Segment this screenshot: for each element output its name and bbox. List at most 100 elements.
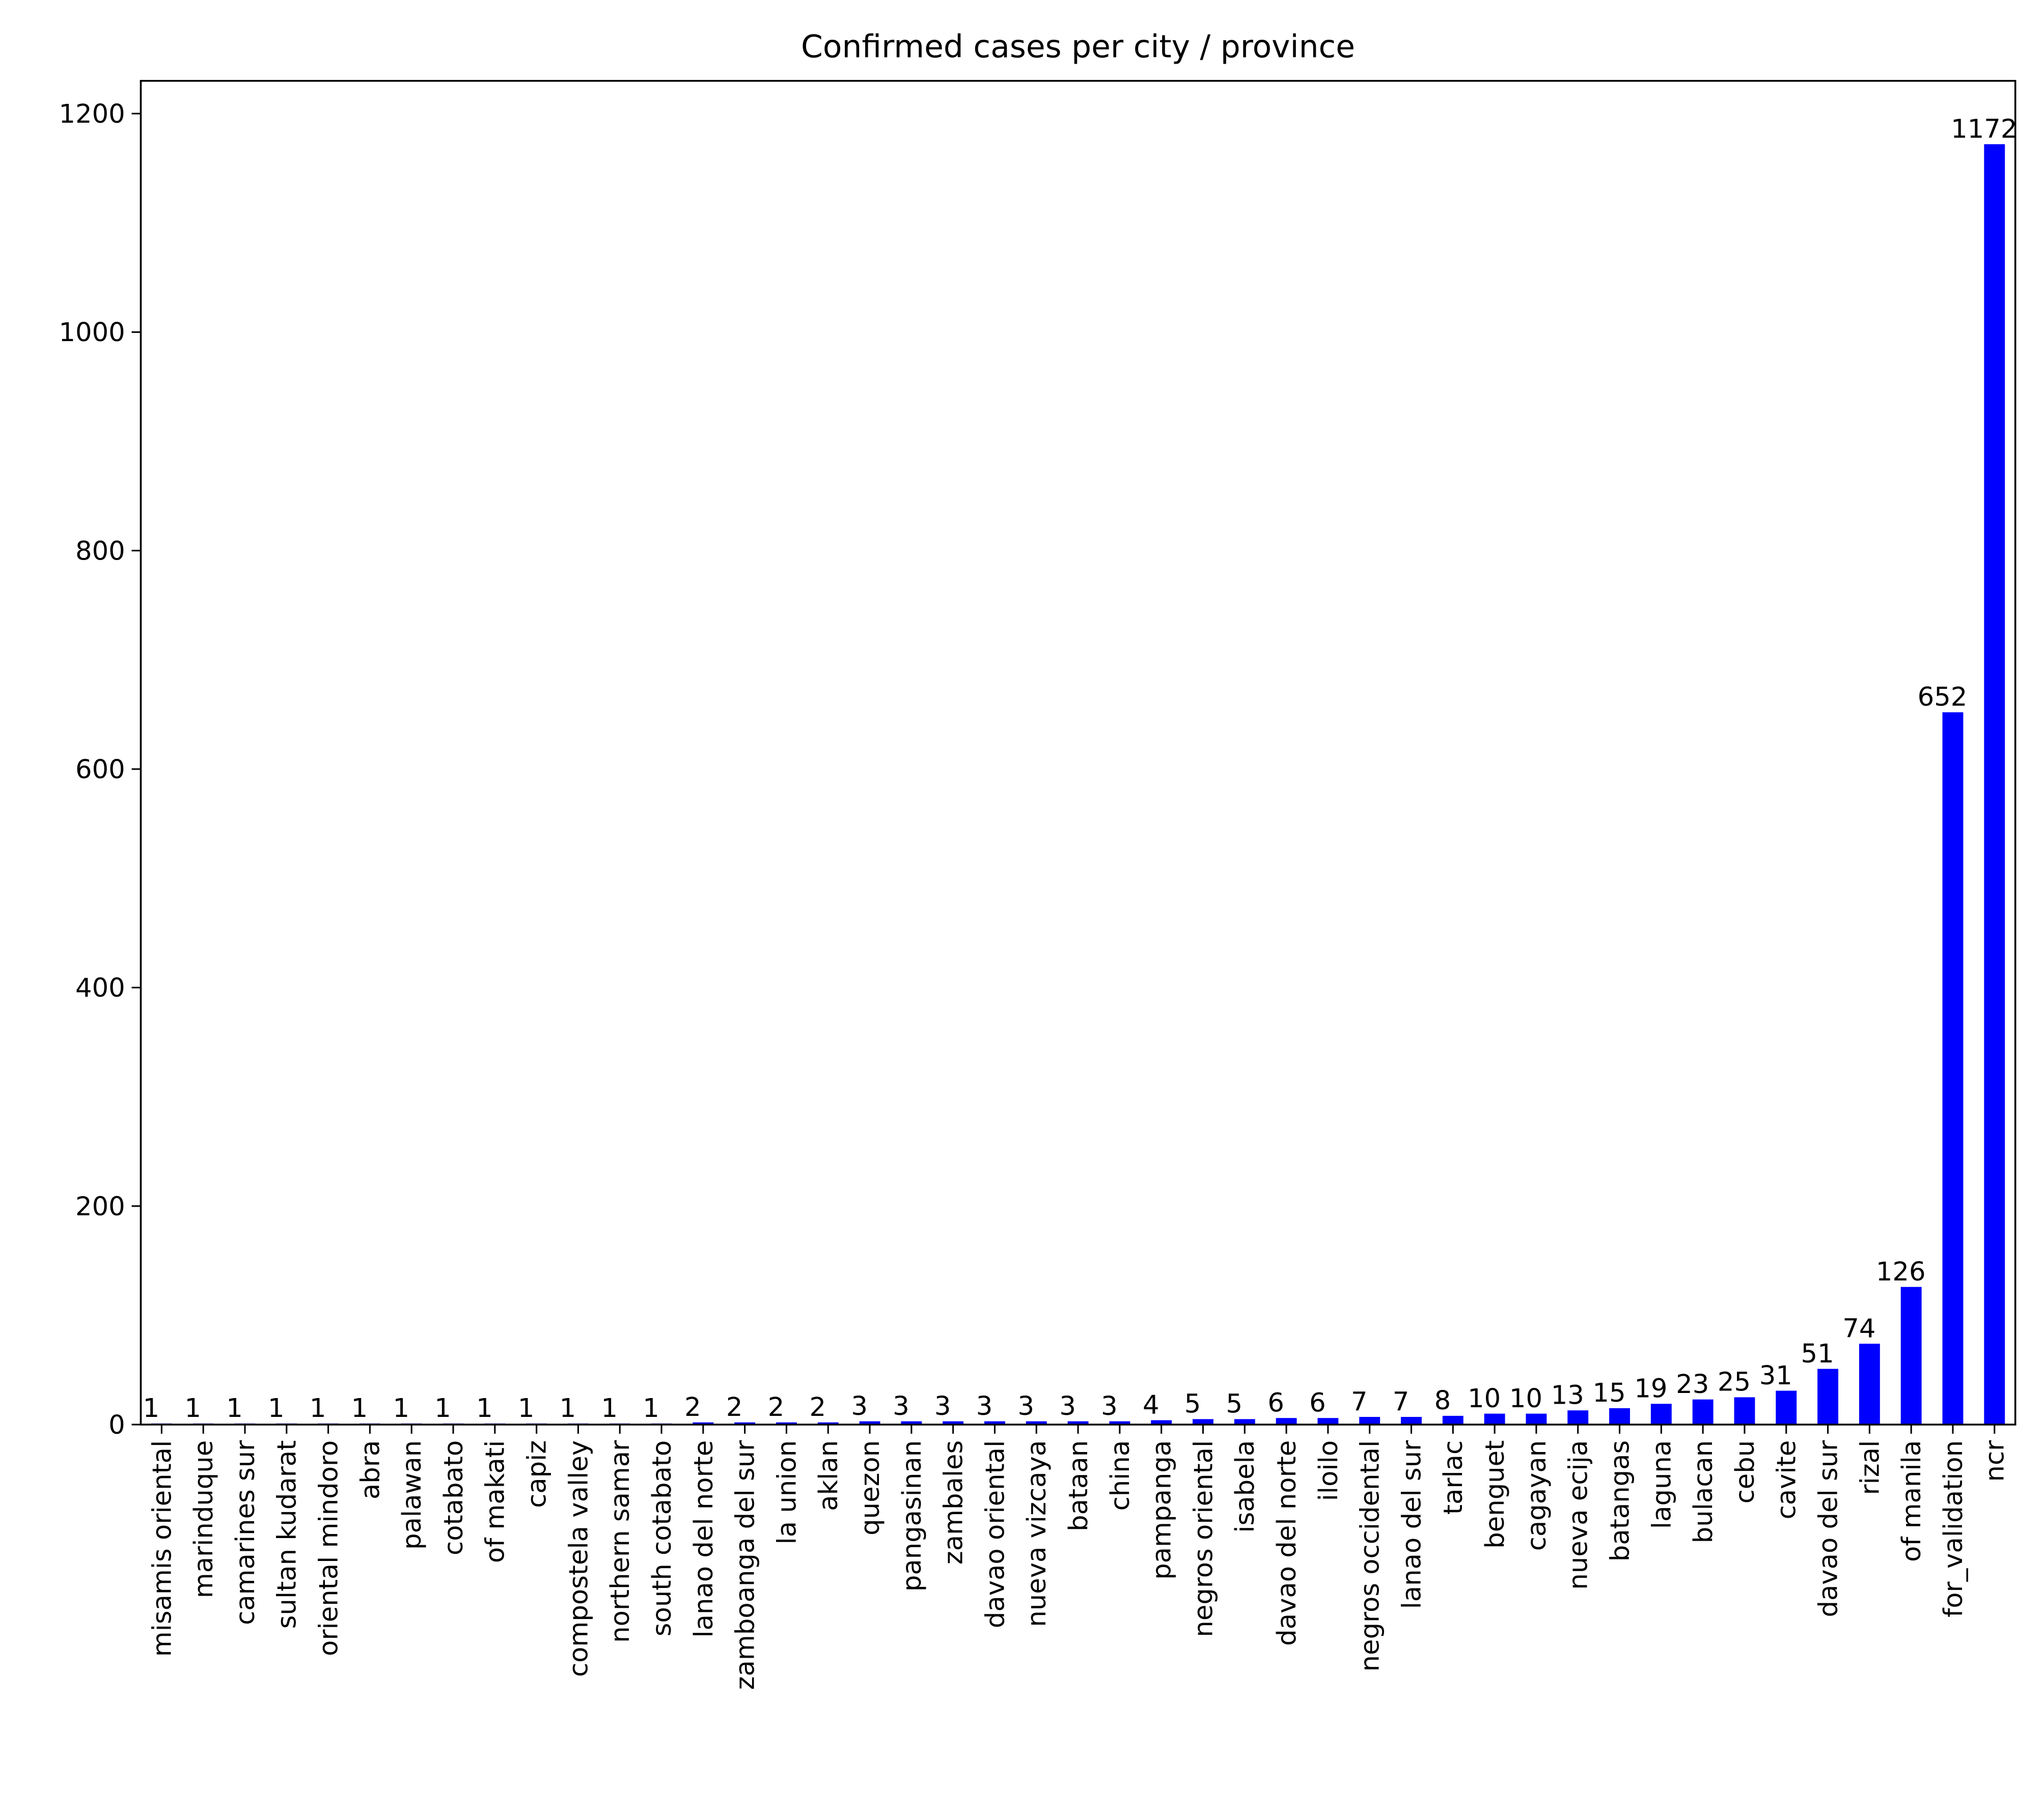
data-label: 3: [934, 1391, 951, 1421]
x-tick-label: batangas: [1605, 1440, 1635, 1561]
data-label: 1172: [1951, 114, 2017, 144]
x-tick-label: quezon: [855, 1440, 886, 1536]
bar: [1359, 1417, 1380, 1425]
x-tick-label: negros occidental: [1355, 1440, 1386, 1672]
x-tick-label: northern samar: [605, 1440, 636, 1643]
data-label: 3: [1018, 1391, 1035, 1421]
x-tick-label: palawan: [397, 1440, 427, 1550]
bar: [1276, 1418, 1297, 1425]
data-label: 2: [810, 1392, 826, 1422]
x-tick-label: cebu: [1730, 1440, 1760, 1504]
data-label: 3: [1101, 1391, 1118, 1421]
bar: [1859, 1344, 1880, 1425]
x-tick-label: lanao del norte: [688, 1440, 719, 1638]
x-tick-label: of manila: [1896, 1440, 1927, 1562]
data-label: 51: [1801, 1338, 1834, 1369]
bar: [693, 1422, 714, 1425]
data-label: 1: [434, 1393, 451, 1424]
y-tick-label: 1200: [59, 99, 125, 129]
bar: [1942, 712, 1964, 1425]
x-tick-label: iloilo: [1313, 1440, 1344, 1501]
data-label: 25: [1718, 1367, 1751, 1398]
bar: [901, 1421, 922, 1425]
data-label: 1: [268, 1393, 285, 1424]
x-tick-label: tarlac: [1438, 1440, 1469, 1515]
x-tick-label: china: [1105, 1440, 1136, 1511]
data-label: 3: [893, 1391, 909, 1421]
x-tick-label: misamis oriental: [147, 1440, 177, 1657]
bar: [1442, 1415, 1463, 1425]
bar: [984, 1421, 1005, 1425]
bar: [1692, 1399, 1714, 1425]
y-tick-label: 200: [75, 1191, 125, 1222]
x-tick-label: marinduque: [188, 1440, 219, 1598]
data-label: 126: [1876, 1257, 1926, 1287]
bar: [1817, 1369, 1839, 1425]
data-label: 15: [1593, 1378, 1626, 1408]
bar: [1650, 1404, 1672, 1425]
data-label: 1: [560, 1393, 576, 1424]
bar: [1984, 144, 2005, 1425]
x-tick-label: of makati: [480, 1440, 511, 1563]
data-label: 5: [1226, 1389, 1243, 1419]
bar: [1151, 1420, 1172, 1425]
data-label: 5: [1184, 1389, 1201, 1419]
data-label: 2: [684, 1392, 701, 1422]
data-label: 1: [643, 1393, 659, 1424]
data-label: 10: [1468, 1383, 1501, 1414]
y-tick-label: 0: [108, 1410, 125, 1440]
data-label: 23: [1676, 1369, 1709, 1400]
data-label: 7: [1393, 1386, 1410, 1417]
data-label: 6: [1309, 1387, 1326, 1418]
x-tick-label: bataan: [1063, 1440, 1094, 1531]
data-label: 1: [310, 1393, 326, 1424]
x-tick-label: for_validation: [1938, 1440, 1969, 1617]
bar: [1734, 1397, 1755, 1425]
x-tick-label: davao del norte: [1272, 1440, 1302, 1646]
x-tick-label: pangasinan: [897, 1440, 927, 1592]
bar: [1776, 1390, 1797, 1425]
x-tick-label: sultan kudarat: [272, 1440, 302, 1629]
data-label: 7: [1351, 1386, 1368, 1417]
bar: [1234, 1419, 1255, 1425]
x-tick-label: camarines sur: [230, 1440, 261, 1625]
data-label: 2: [768, 1392, 785, 1422]
x-tick-label: davao oriental: [980, 1440, 1010, 1628]
x-tick-label: cagayan: [1522, 1440, 1552, 1551]
x-tick-label: south cotabato: [647, 1440, 677, 1636]
data-label: 1: [393, 1393, 409, 1424]
bar: [1193, 1419, 1213, 1425]
y-tick-label: 1000: [59, 317, 125, 348]
bar: [776, 1422, 797, 1425]
bar: [817, 1422, 839, 1425]
x-tick-label: cotabato: [438, 1440, 469, 1555]
bar: [1609, 1408, 1630, 1425]
data-label: 1: [184, 1393, 201, 1424]
data-label: 2: [726, 1392, 743, 1422]
bar: [1109, 1421, 1130, 1425]
data-label: 74: [1842, 1313, 1875, 1344]
data-label: 4: [1143, 1390, 1159, 1420]
x-tick-label: abra: [355, 1440, 385, 1499]
bar: [1401, 1417, 1422, 1425]
x-tick-label: davao del sur: [1813, 1440, 1843, 1617]
x-tick-label: capiz: [522, 1440, 553, 1508]
bar: [943, 1421, 964, 1425]
data-label: 652: [1918, 682, 1968, 712]
chart-title: Confirmed cases per city / province: [801, 29, 1355, 65]
x-tick-label: compostela valley: [563, 1440, 594, 1677]
data-label: 1: [518, 1393, 535, 1424]
bar: [859, 1421, 880, 1425]
x-tick-label: cavite: [1772, 1440, 1802, 1520]
y-tick-label: 400: [75, 973, 125, 1003]
x-tick-label: bulacan: [1688, 1440, 1719, 1543]
x-tick-label: isabela: [1230, 1440, 1260, 1533]
bar: [1567, 1410, 1589, 1425]
data-label: 8: [1434, 1385, 1451, 1416]
data-label: 1: [143, 1393, 160, 1424]
x-tick-label: nueva vizcaya: [1021, 1440, 1052, 1627]
x-tick-label: zambales: [938, 1440, 969, 1565]
data-label: 1: [226, 1393, 243, 1424]
x-tick-label: negros oriental: [1188, 1440, 1219, 1637]
